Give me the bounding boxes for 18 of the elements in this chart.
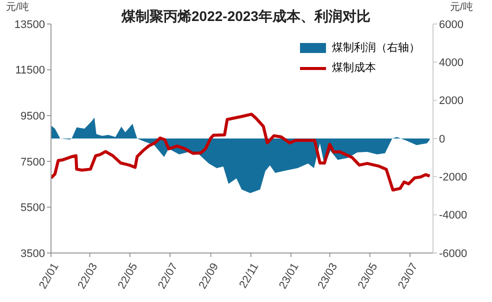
- y2-tick-label: -2000: [439, 172, 468, 184]
- legend-label: 煤制成本: [332, 61, 376, 76]
- y2-tick-label: -6000: [439, 248, 468, 260]
- y2-tick-label: 4000: [439, 57, 464, 70]
- y2-tick-label: 6000: [439, 18, 464, 31]
- y-tick-label: 11500: [15, 64, 45, 77]
- y-tick-label: 7500: [20, 156, 45, 168]
- y2-tick-label: 2000: [439, 95, 464, 108]
- y-tick-label: 9500: [20, 110, 45, 123]
- chart-title: 煤制聚丙烯2022-2023年成本、利润对比: [122, 8, 370, 24]
- y2-axis-title: 元/吨: [450, 2, 473, 14]
- y2-tick-label: -4000: [439, 210, 468, 222]
- y-tick-label: 3500: [20, 248, 45, 260]
- y-tick-label: 5500: [20, 202, 45, 214]
- y-axis-title: 元/吨: [6, 2, 29, 14]
- legend-label: 煤制利润（右轴）: [332, 41, 420, 56]
- y2-tick-label: 0: [439, 133, 446, 146]
- y-tick-label: 13500: [14, 18, 45, 31]
